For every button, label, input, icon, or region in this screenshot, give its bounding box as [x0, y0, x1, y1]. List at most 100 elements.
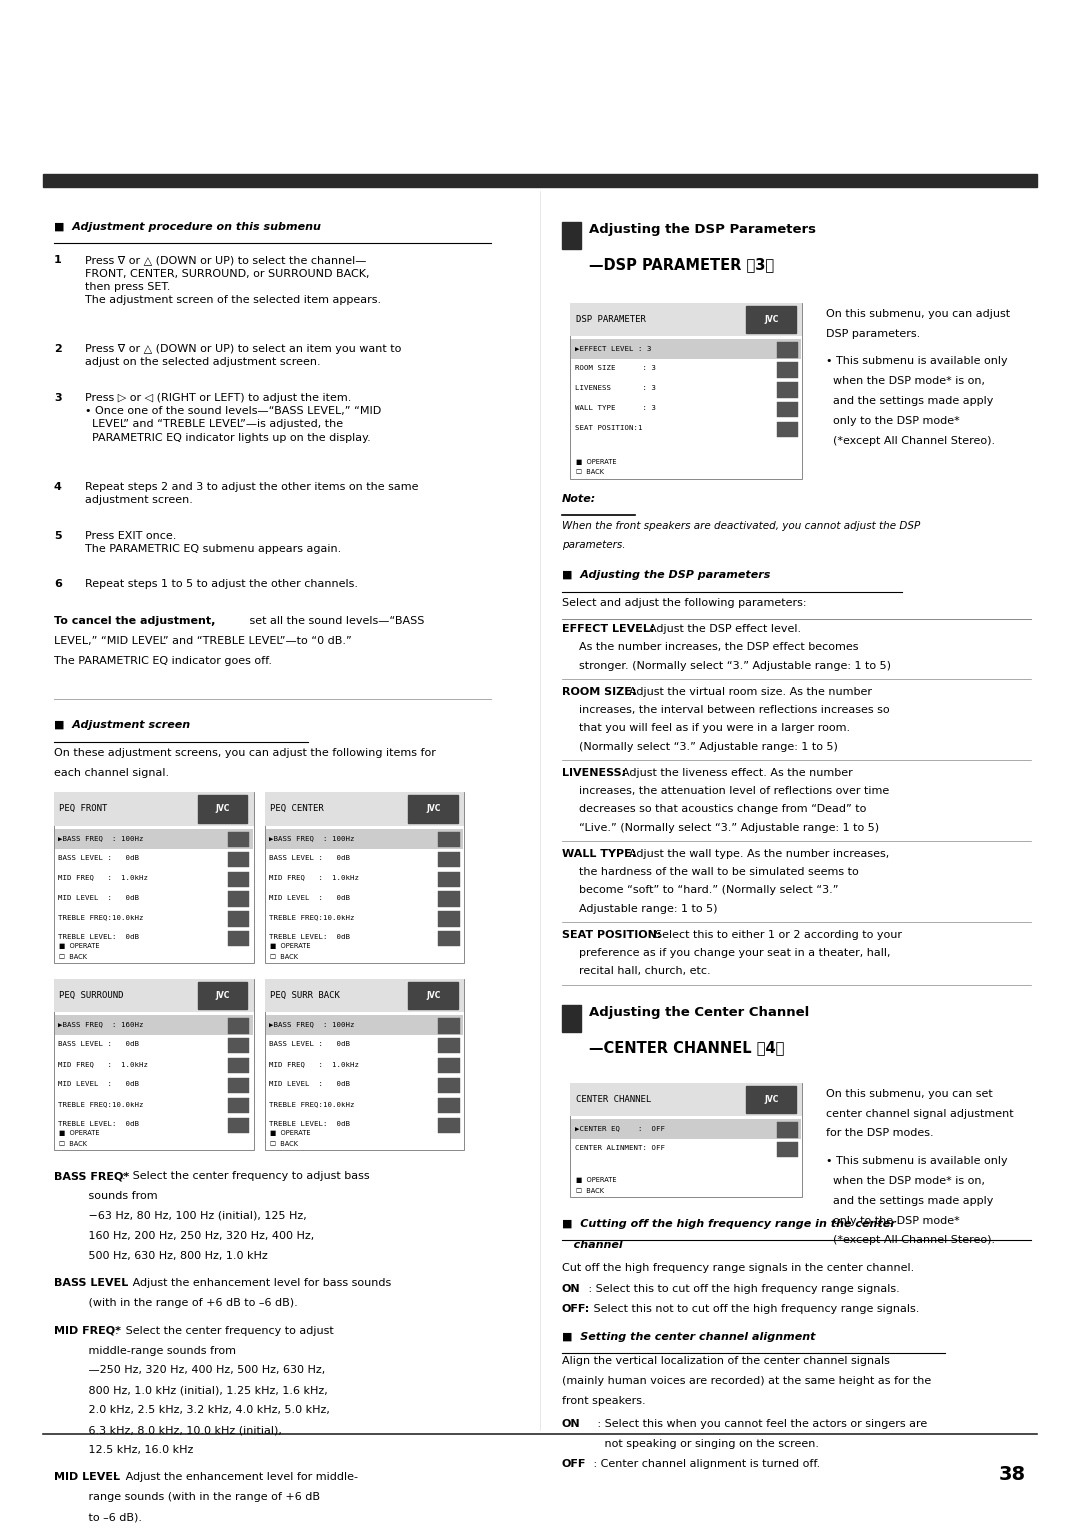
Text: ROOM SIZE:: ROOM SIZE:: [562, 687, 636, 697]
Bar: [571, 1119, 801, 1139]
Text: Select and adjust the following parameters:: Select and adjust the following paramete…: [562, 598, 806, 609]
Text: 5: 5: [54, 531, 62, 541]
Bar: [438, 931, 460, 946]
Text: WALL TYPE      : 3: WALL TYPE : 3: [575, 405, 656, 411]
Text: MID FREQ   :  1.0kHz: MID FREQ : 1.0kHz: [269, 875, 359, 881]
Text: become “soft” to “hard.” (Normally select “3.”: become “soft” to “hard.” (Normally selec…: [572, 885, 839, 896]
Text: CENTER CHANNEL: CENTER CHANNEL: [576, 1095, 651, 1104]
Bar: [408, 795, 458, 823]
Text: ROOM SIZE      : 3: ROOM SIZE : 3: [575, 365, 656, 372]
Text: JVC: JVC: [764, 315, 779, 324]
Text: 38: 38: [999, 1465, 1026, 1483]
Text: CENTER ALINMENT: OFF: CENTER ALINMENT: OFF: [575, 1145, 664, 1151]
Text: MID FREQ   :  1.0kHz: MID FREQ : 1.0kHz: [58, 1061, 148, 1067]
Bar: [777, 382, 798, 398]
Bar: [228, 832, 249, 847]
Text: not speaking or singing on the screen.: not speaking or singing on the screen.: [594, 1439, 819, 1449]
Bar: [228, 931, 249, 946]
Bar: [228, 1038, 249, 1053]
Text: —CENTER CHANNEL （4）: —CENTER CHANNEL （4）: [589, 1040, 784, 1055]
Bar: [438, 891, 460, 907]
Text: ☐  BACK: ☐ BACK: [576, 469, 604, 476]
Text: 12.5 kHz, 16.0 kHz: 12.5 kHz, 16.0 kHz: [78, 1445, 193, 1456]
Text: DSP parameters.: DSP parameters.: [826, 329, 920, 339]
Text: ■  Adjusting the DSP parameters: ■ Adjusting the DSP parameters: [562, 570, 770, 581]
Text: : Select this to cut off the high frequency range signals.: : Select this to cut off the high freque…: [585, 1284, 900, 1295]
Text: only to the DSP mode*: only to the DSP mode*: [826, 1216, 960, 1226]
Text: —250 Hz, 320 Hz, 400 Hz, 500 Hz, 630 Hz,: —250 Hz, 320 Hz, 400 Hz, 500 Hz, 630 Hz,: [78, 1365, 325, 1376]
Bar: [746, 1086, 796, 1113]
Text: increases, the attenuation level of reflections over time: increases, the attenuation level of refl…: [572, 786, 890, 797]
Text: DSP PARAMETER: DSP PARAMETER: [576, 315, 646, 324]
Text: front speakers.: front speakers.: [562, 1396, 645, 1407]
Text: On these adjustment screens, you can adjust the following items for: On these adjustment screens, you can adj…: [54, 748, 436, 758]
Text: ▶CENTER EQ    :  OFF: ▶CENTER EQ : OFF: [575, 1125, 664, 1131]
Text: • This submenu is available only: • This submenu is available only: [826, 1156, 1008, 1167]
Text: MID LEVEL  :   0dB: MID LEVEL : 0dB: [269, 894, 350, 901]
Text: JVC: JVC: [215, 991, 230, 1000]
Text: (*except All Channel Stereo).: (*except All Channel Stereo).: [826, 436, 996, 446]
Text: and the settings made apply: and the settings made apply: [826, 1196, 994, 1206]
Text: for the DSP modes.: for the DSP modes.: [826, 1128, 934, 1139]
Text: Note:: Note:: [562, 494, 596, 505]
Text: recital hall, church, etc.: recital hall, church, etc.: [572, 966, 711, 977]
Text: TREBLE FREQ:10.0kHz: TREBLE FREQ:10.0kHz: [269, 1101, 354, 1107]
Text: (Normally select “3.” Adjustable range: 1 to 5): (Normally select “3.” Adjustable range: …: [572, 742, 838, 752]
Text: TREBLE FREQ:10.0kHz: TREBLE FREQ:10.0kHz: [58, 1101, 144, 1107]
Text: ▶BASS FREQ  : 100Hz: ▶BASS FREQ : 100Hz: [269, 835, 354, 841]
Bar: [265, 792, 464, 826]
Bar: [198, 795, 247, 823]
Text: BASS LEVEL :   0dB: BASS LEVEL : 0dB: [58, 1041, 139, 1047]
Text: 2.0 kHz, 2.5 kHz, 3.2 kHz, 4.0 kHz, 5.0 kHz,: 2.0 kHz, 2.5 kHz, 3.2 kHz, 4.0 kHz, 5.0 …: [78, 1405, 329, 1416]
Text: Press EXIT once.
  The PARAMETRIC EQ submenu appears again.: Press EXIT once. The PARAMETRIC EQ subme…: [78, 531, 341, 553]
Text: only to the DSP mode*: only to the DSP mode*: [826, 416, 960, 427]
Text: To cancel the adjustment,: To cancel the adjustment,: [54, 616, 215, 627]
Text: OFF:: OFF:: [562, 1304, 590, 1315]
Bar: [777, 1142, 798, 1157]
Bar: [55, 1015, 253, 1035]
Text: ▶EFFECT LEVEL : 3: ▶EFFECT LEVEL : 3: [575, 346, 651, 352]
Bar: [265, 979, 464, 1150]
Text: LEVEL,” “MID LEVEL” and “TREBLE LEVEL”—to “0 dB.”: LEVEL,” “MID LEVEL” and “TREBLE LEVEL”—t…: [54, 636, 352, 647]
Text: center channel signal adjustment: center channel signal adjustment: [826, 1109, 1014, 1119]
Text: range sounds (with in the range of +6 dB: range sounds (with in the range of +6 dB: [78, 1492, 320, 1503]
Text: ☐  BACK: ☐ BACK: [270, 1141, 298, 1147]
Bar: [438, 911, 460, 927]
Text: BASS LEVEL: BASS LEVEL: [54, 1278, 129, 1289]
Text: :  Adjust the enhancement level for middle-: : Adjust the enhancement level for middl…: [116, 1472, 359, 1483]
Text: when the DSP mode* is on,: when the DSP mode* is on,: [826, 376, 985, 387]
Text: ■  OPERATE: ■ OPERATE: [59, 1130, 100, 1136]
Bar: [198, 982, 247, 1009]
Text: the hardness of the wall to be simulated seems to: the hardness of the wall to be simulated…: [572, 867, 860, 878]
Text: —DSP PARAMETER （3）: —DSP PARAMETER （3）: [589, 257, 773, 272]
Text: Press ▷ or ◁ (RIGHT or LEFT) to adjust the item.
  • Once one of the sound level: Press ▷ or ◁ (RIGHT or LEFT) to adjust t…: [78, 393, 381, 442]
Text: OFF: OFF: [562, 1459, 586, 1469]
Text: ON: ON: [562, 1284, 580, 1295]
Bar: [265, 792, 464, 963]
Bar: [777, 1122, 798, 1138]
Text: 6: 6: [54, 579, 62, 590]
Bar: [438, 1098, 460, 1113]
Text: channel: channel: [562, 1240, 622, 1251]
Bar: [55, 829, 253, 849]
Bar: [571, 339, 801, 359]
Text: MID FREQ   :  1.0kHz: MID FREQ : 1.0kHz: [269, 1061, 359, 1067]
Bar: [228, 1018, 249, 1034]
Bar: [228, 1118, 249, 1133]
Text: BASS LEVEL :   0dB: BASS LEVEL : 0dB: [58, 855, 139, 861]
Bar: [777, 422, 798, 437]
Text: Select this to either 1 or 2 according to your: Select this to either 1 or 2 according t…: [656, 930, 903, 940]
Text: :  Adjust the enhancement level for bass sounds: : Adjust the enhancement level for bass …: [122, 1278, 391, 1289]
Text: 2: 2: [54, 344, 62, 355]
Text: • This submenu is available only: • This submenu is available only: [826, 356, 1008, 367]
Bar: [228, 911, 249, 927]
Bar: [570, 303, 802, 336]
Text: TREBLE FREQ:10.0kHz: TREBLE FREQ:10.0kHz: [269, 914, 354, 920]
Text: 160 Hz, 200 Hz, 250 Hz, 320 Hz, 400 Hz,: 160 Hz, 200 Hz, 250 Hz, 320 Hz, 400 Hz,: [78, 1231, 314, 1242]
Text: EFFECT LEVEL:: EFFECT LEVEL:: [562, 624, 654, 635]
Text: Adjust the DSP effect level.: Adjust the DSP effect level.: [649, 624, 800, 635]
Bar: [54, 792, 254, 963]
Text: each channel signal.: each channel signal.: [54, 768, 170, 778]
Text: LIVENESS       : 3: LIVENESS : 3: [575, 385, 656, 391]
Text: to –6 dB).: to –6 dB).: [78, 1512, 141, 1523]
